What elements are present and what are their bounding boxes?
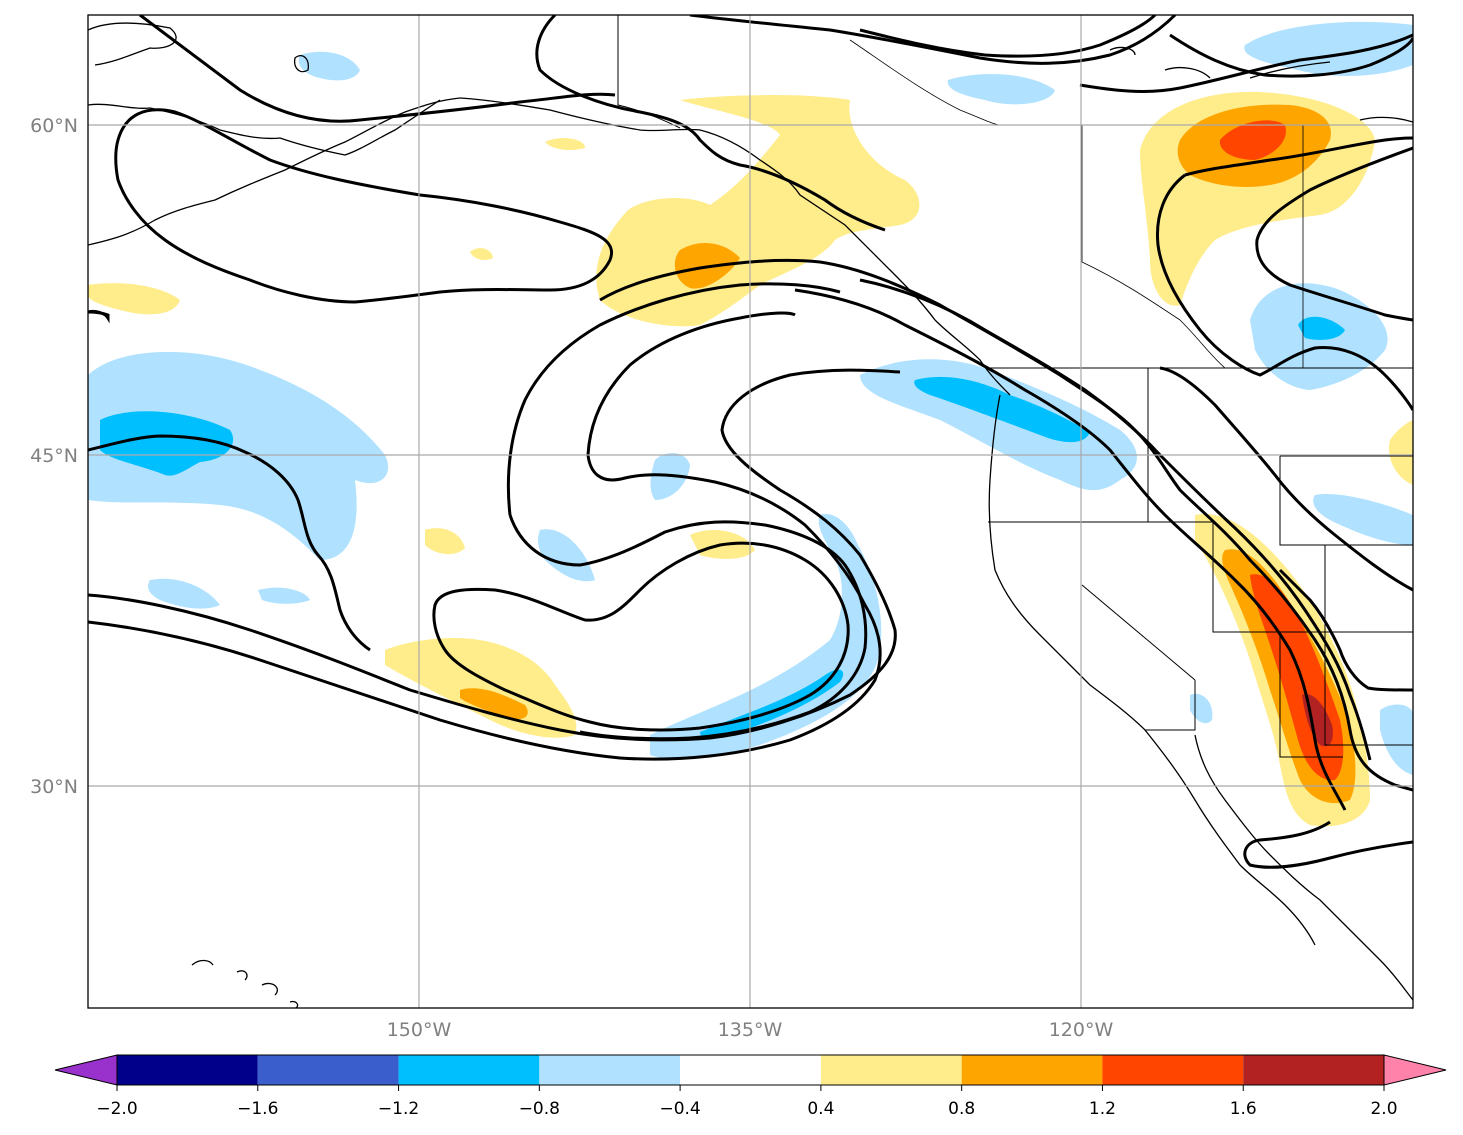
colorbar: −2.0 −1.6 −1.2 −0.8 −0.4 0.4 0.8 1.2 1.6 2.0 (54, 1054, 1447, 1119)
colorbar-bin (961, 1055, 1103, 1085)
border-state-lines (1081, 545, 1413, 758)
contour-arctic-north (689, 15, 1177, 65)
plot-frame (87, 14, 1414, 1009)
shade-pos-red-canada (1219, 120, 1286, 160)
contour-alaska-low (114, 108, 613, 304)
coastline-baja (1194, 734, 1413, 1001)
shade-pos-yellow-plains-east (1389, 420, 1413, 485)
contour-arctic-upper (859, 15, 1413, 78)
colorbar-frame (116, 1054, 1385, 1086)
shade-neg-light-plains (1313, 494, 1413, 545)
colorbar-bin (398, 1055, 540, 1085)
shade-pos-orange-jet (460, 688, 528, 720)
colorbar-tick-label: −1.2 (378, 1099, 419, 1119)
shade-neg-light-center2 (537, 529, 595, 582)
colorbar-bin (539, 1055, 681, 1085)
colorbar-tick-label: −2.0 (96, 1099, 137, 1119)
contour-canada-ridge (1255, 146, 1413, 322)
colorbar-tick-label: −0.4 (659, 1099, 700, 1119)
colorbar-tick-label: 2.0 (1370, 1099, 1397, 1119)
shade-neg-light-baja (1190, 693, 1213, 724)
colorbar-bin (1102, 1055, 1244, 1085)
shade-neg-light-pacific-west (88, 351, 389, 560)
contour-canada-upper (1079, 33, 1413, 93)
contour-spiral-inner (432, 541, 850, 732)
border-us-canada (988, 367, 1413, 633)
colorbar-extend-over (1383, 1054, 1447, 1086)
shade-neg-light-jet (650, 514, 882, 759)
contour-spiral-outer (88, 368, 901, 742)
contour-alaska-top (535, 15, 886, 232)
contour-alaska-north (139, 15, 616, 123)
lat-axis-labels: 60°N 45°N 30°N (30, 115, 78, 798)
colorbar-tick-label: 1.2 (1089, 1099, 1116, 1119)
border-canada-provinces (849, 39, 1304, 369)
shade-neg-light-canada (947, 74, 1055, 105)
shade-pos-yellow-center-dot (425, 528, 465, 555)
colorbar-bin (1243, 1055, 1384, 1085)
contour-lines (88, 15, 1413, 869)
coastline-alaska-peninsula (88, 97, 461, 246)
colorbar-bin (680, 1055, 821, 1085)
coastline-hawaii (191, 959, 299, 1008)
contour-canada-trough (1155, 136, 1413, 411)
shade-neg-light-alaska (298, 51, 360, 81)
contour-mexico (1243, 820, 1413, 869)
lon-label-150w: 150°W (387, 1019, 452, 1041)
lon-label-135w: 135°W (718, 1019, 783, 1041)
coastline-alaska-gulf (459, 97, 1011, 396)
colorbar-tick-label: −1.6 (237, 1099, 278, 1119)
lat-label-45n: 45°N (30, 445, 78, 467)
shade-neg-med-rockies (1298, 316, 1345, 340)
shade-pos-yellow-small2 (470, 248, 493, 260)
shade-neg-med-pacific (100, 411, 234, 476)
contour-southwest-loop (1278, 568, 1413, 692)
shade-neg-light-pacific-south2 (258, 587, 310, 604)
colorbar-tick-label: 0.8 (948, 1099, 975, 1119)
colorbar-bin (117, 1055, 258, 1085)
contour-spiral-mid (88, 311, 882, 761)
contour-west-pacific-side (88, 309, 110, 324)
gridlines (88, 15, 1413, 1008)
contour-spiral-loop (506, 282, 868, 741)
colorbar-bin (820, 1055, 962, 1085)
colorbar-tick-label: 0.4 (807, 1099, 834, 1119)
contour-nw-us-jet3 (859, 278, 1372, 761)
shade-neg-light-southwest (1380, 704, 1413, 775)
lat-label-60n: 60°N (30, 115, 78, 137)
colorbar-bin (257, 1055, 399, 1085)
shade-pos-yellow-small1 (545, 138, 585, 150)
lon-label-120w: 120°W (1049, 1019, 1114, 1041)
shade-pos-yellow-west (88, 283, 180, 315)
colorbar-tick-label: 1.6 (1230, 1099, 1257, 1119)
shade-neg-med-coast (914, 376, 1090, 443)
shade-neg-light-pacific-south (148, 578, 220, 609)
shade-pos-yellow-jet-west (385, 638, 577, 738)
lat-label-30n: 30°N (30, 776, 78, 798)
colorbar-tick-label: −0.8 (519, 1099, 560, 1119)
contour-nw-us-jet2 (794, 288, 1347, 811)
lon-axis-labels: 150°W 135°W 120°W (387, 1019, 1114, 1041)
contour-plains-loop (1159, 366, 1413, 592)
contour-west-pacific (88, 434, 371, 652)
colorbar-extend-under (54, 1054, 118, 1086)
coastline-west-us (988, 394, 1316, 946)
